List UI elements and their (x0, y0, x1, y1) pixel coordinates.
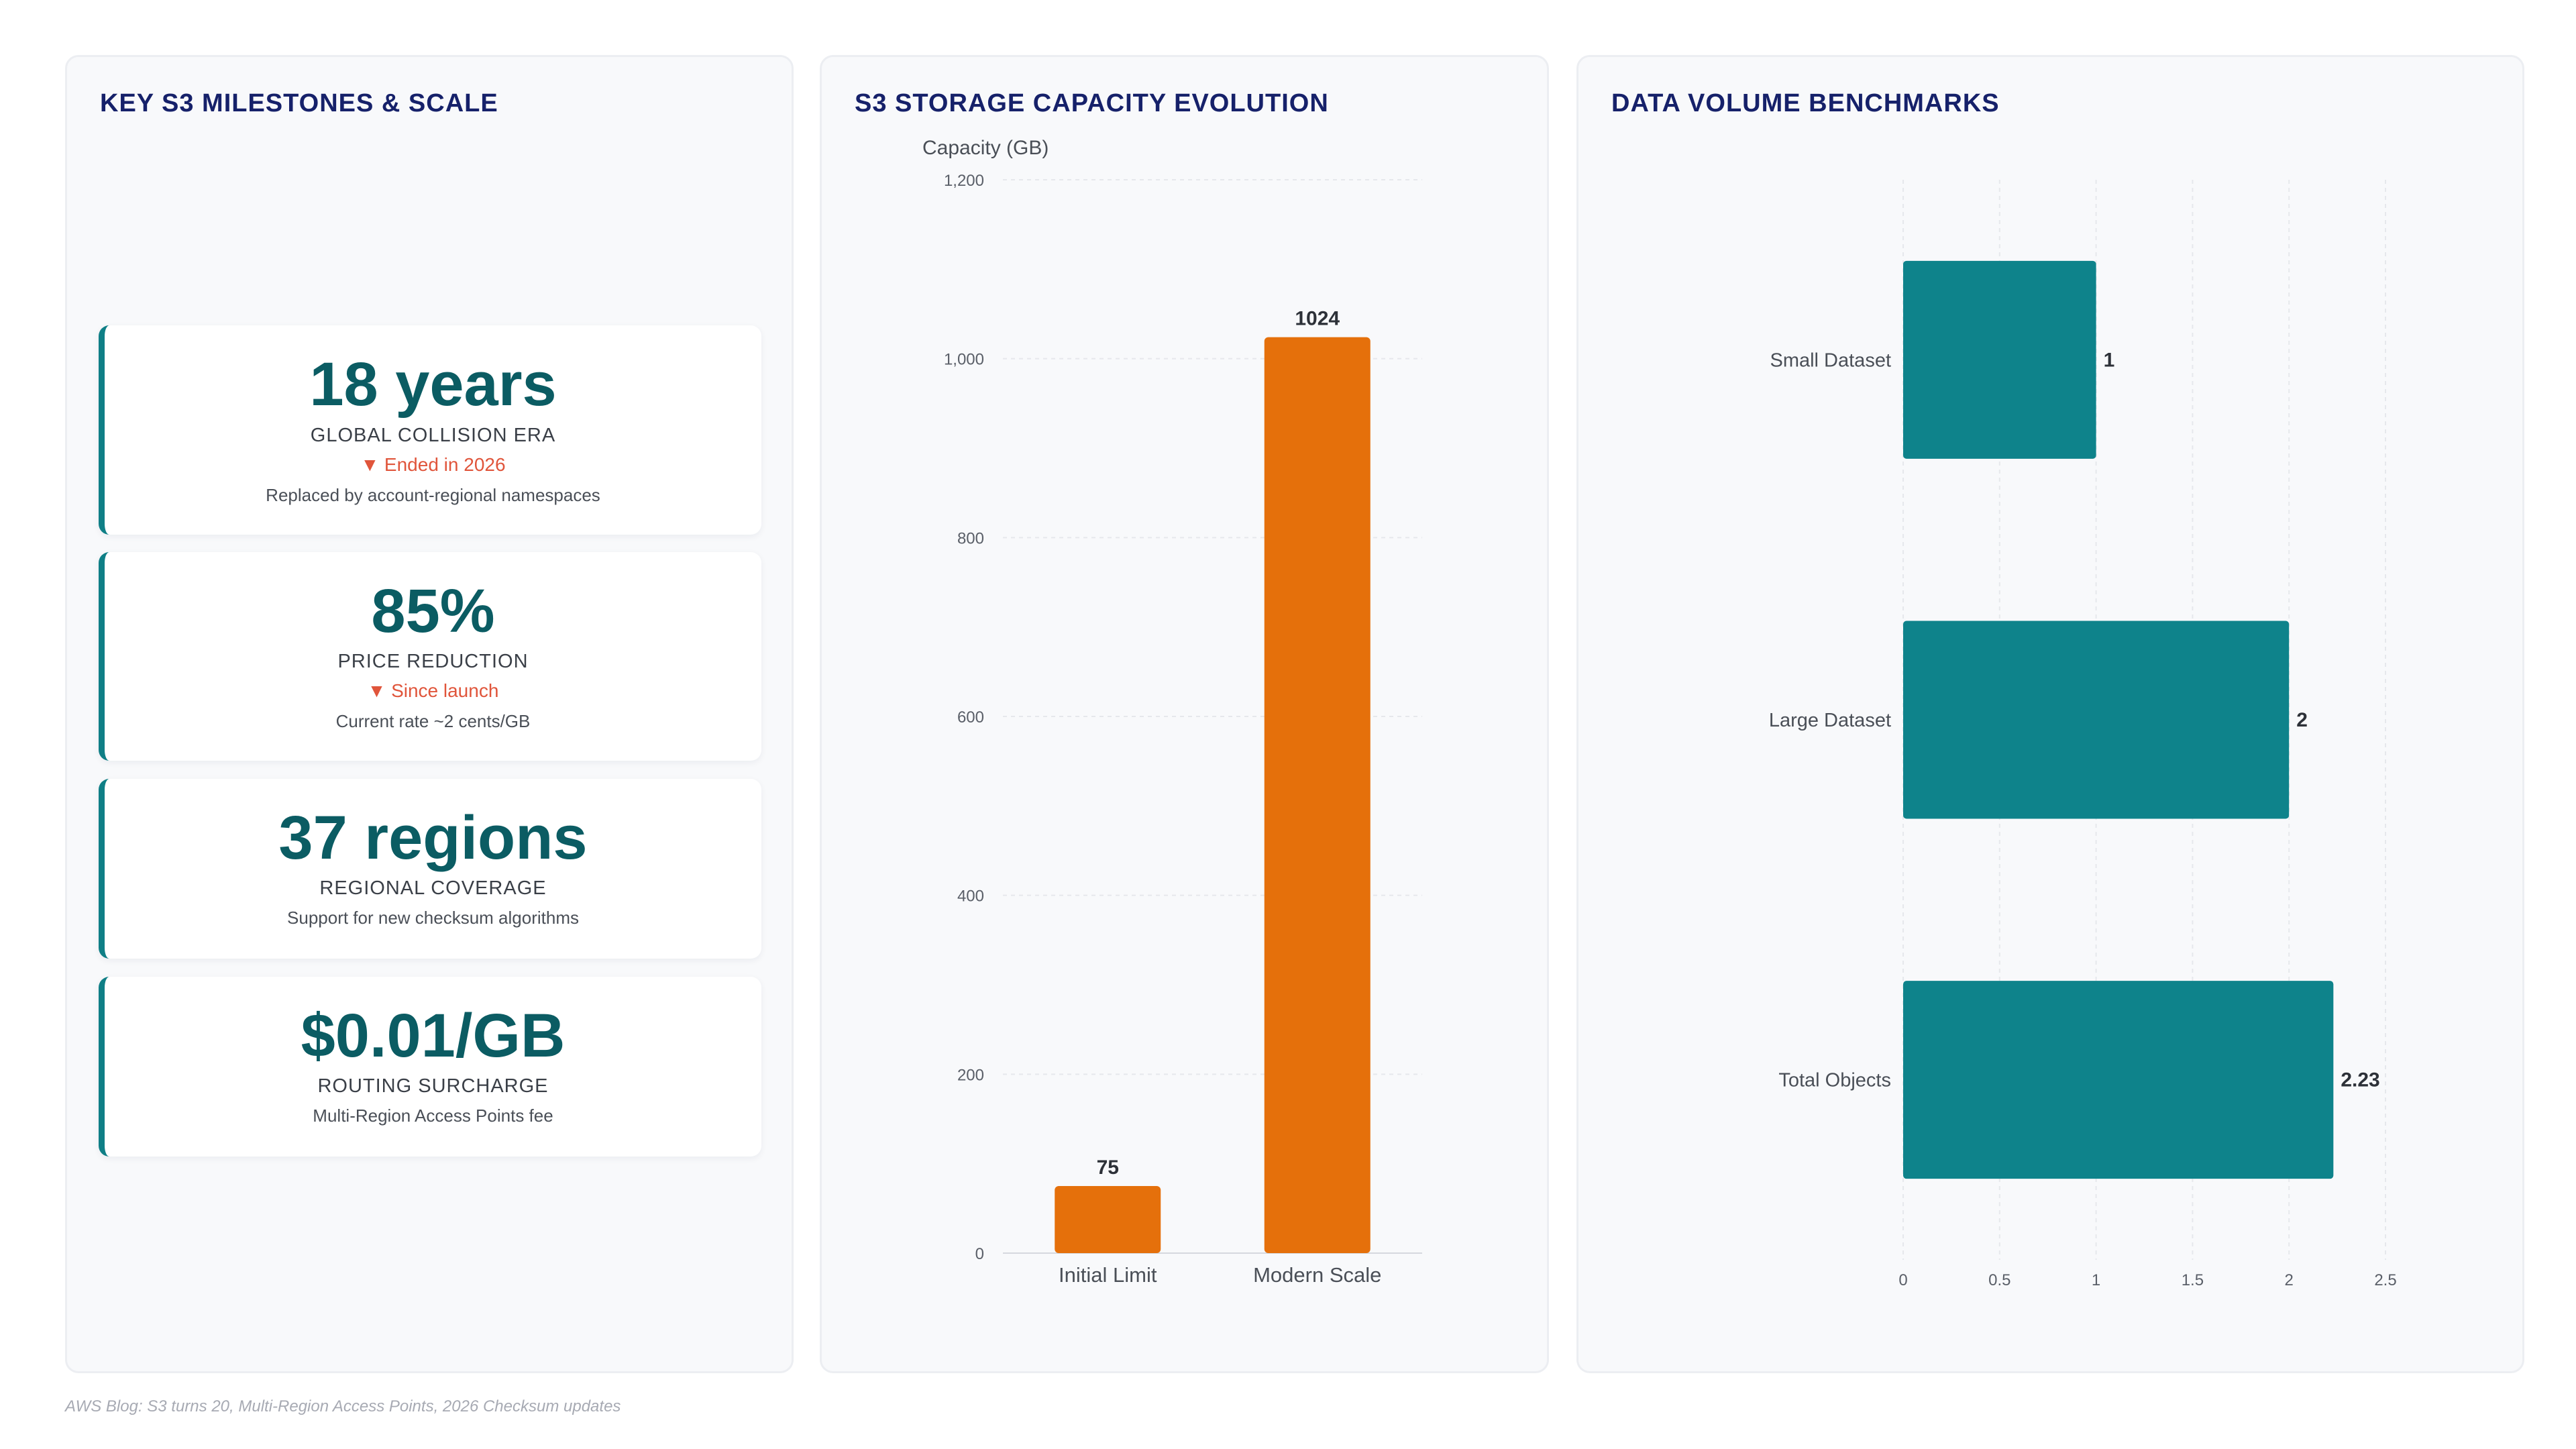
kpi-note: Current rate ~2 cents/GB (335, 711, 531, 731)
volume-panel: DATA VOLUME BENCHMARKS 0 0.5 1 1.5 2 2.5 1 Smal… (1576, 55, 2524, 1373)
kpi-trend: ▼ Ended in 2026 (360, 454, 506, 475)
kpi-panel-title: KEY S3 MILESTONES & SCALE (100, 89, 498, 117)
x-tick-label: 2 (2285, 1271, 2294, 1289)
kpi-label: ROUTING SURCHARGE (317, 1075, 549, 1097)
x-category-label: Modern Scale (1253, 1263, 1381, 1287)
kpi-note: Support for new checksum algorithms (287, 908, 579, 928)
bar (1055, 1186, 1161, 1253)
capacity-chart: 0 200 400 600 800 1,000 1,200 Capacity (GB) 75 In… (922, 137, 1422, 1287)
kpi-card-collision-era: 18 years GLOBAL COLLISION ERA ▼ Ended in… (99, 325, 761, 535)
kpi-panel: KEY S3 MILESTONES & SCALE 18 years GLOBA… (65, 55, 794, 1373)
kpi-note: Replaced by account-regional namespaces (266, 485, 600, 505)
bar-data-label: 2.23 (2341, 1069, 2379, 1091)
kpi-label: PRICE REDUCTION (337, 651, 529, 672)
kpi-note: Multi-Region Access Points fee (313, 1106, 553, 1126)
x-tick-label: 0 (1898, 1271, 1907, 1289)
kpi-label: GLOBAL COLLISION ERA (310, 425, 556, 446)
bar-data-label: 2 (2296, 709, 2308, 731)
x-tick-label: 1.5 (2182, 1271, 2204, 1289)
y-category-label: Total Objects (1778, 1070, 1891, 1091)
y-tick-label: 600 (957, 708, 984, 727)
y-tick-label: 0 (975, 1245, 984, 1263)
bar (1903, 981, 2334, 1179)
y-tick-label: 800 (957, 529, 984, 547)
kpi-trend: ▼ Since launch (367, 680, 499, 701)
kpi-value: 85% (371, 577, 495, 645)
kpi-card-price-reduction: 85% PRICE REDUCTION ▼ Since launch Curre… (99, 552, 761, 761)
x-tick-label: 0.5 (1988, 1271, 2010, 1289)
x-category-label: Initial Limit (1059, 1263, 1157, 1287)
y-tick-label: 200 (957, 1066, 984, 1084)
bar-data-label: 1024 (1295, 308, 1340, 330)
y-tick-label: 400 (957, 888, 984, 906)
bar (1903, 621, 2290, 819)
y-axis-label: Capacity (GB) (922, 137, 1049, 159)
bar (1264, 337, 1371, 1254)
volume-chart: 0 0.5 1 1.5 2 2.5 1 Small Dataset 2 Large Dataset… (1769, 180, 2397, 1289)
kpi-value: $0.01/GB (301, 1002, 566, 1070)
bar-data-label: 1 (2104, 349, 2115, 371)
kpi-value: 18 years (309, 350, 557, 419)
y-tick-label: 1,200 (944, 172, 984, 190)
capacity-chart-title: S3 STORAGE CAPACITY EVOLUTION (855, 89, 1329, 117)
kpi-value: 37 regions (278, 804, 588, 872)
y-category-label: Large Dataset (1769, 710, 1891, 731)
volume-chart-title: DATA VOLUME BENCHMARKS (1611, 89, 2000, 117)
y-category-label: Small Dataset (1770, 350, 1891, 371)
kpi-label: REGIONAL COVERAGE (319, 877, 547, 899)
bar (1903, 260, 2096, 459)
y-tick-label: 1,000 (944, 351, 984, 369)
bar-data-label: 75 (1097, 1157, 1119, 1179)
kpi-card-regional-coverage: 37 regions REGIONAL COVERAGE Support for… (99, 779, 761, 959)
x-tick-label: 1 (2092, 1271, 2100, 1289)
x-tick-label: 2.5 (2374, 1271, 2396, 1289)
capacity-panel: S3 STORAGE CAPACITY EVOLUTION 0 200 400 600… (820, 55, 1549, 1373)
kpi-card-routing-surcharge: $0.01/GB ROUTING SURCHARGE Multi-Region … (99, 977, 761, 1157)
footer-source: AWS Blog: S3 turns 20, Multi-Region Acce… (65, 1397, 621, 1415)
